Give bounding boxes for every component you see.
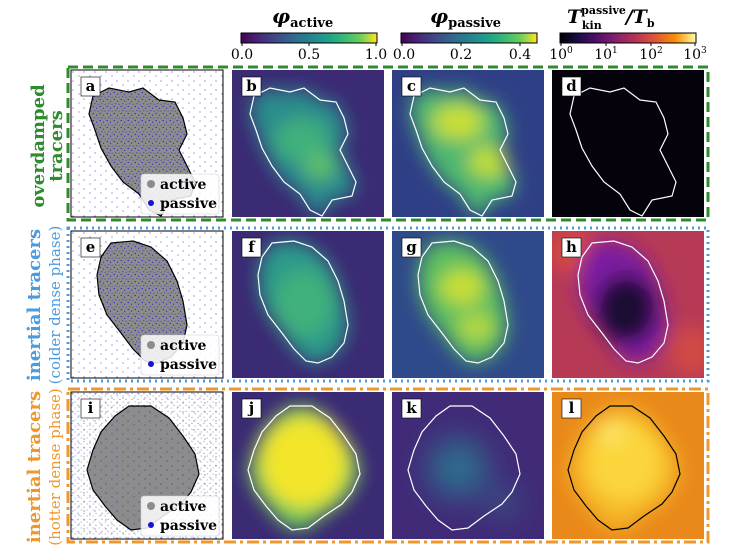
panel-f: f [232, 231, 384, 378]
panel-letter: d [566, 77, 577, 95]
colorbar-temperature-tick: 102 [639, 46, 663, 63]
panel-d: d [552, 70, 704, 217]
panel-letter: j [247, 399, 254, 417]
row-label-inertial-hot: inertial tracers (hotter dense phase) [24, 388, 64, 546]
colorbar-active-tick: 1.0 [365, 47, 387, 63]
colorbar-passive-tick: 0.2 [450, 47, 472, 63]
panel-g: g [392, 231, 544, 378]
colorbar-active-gradient [240, 32, 378, 44]
row-frame-inertial-cold [66, 226, 710, 383]
colorbar-temperature-tick: 103 [683, 46, 707, 63]
legend-active-label: active [160, 499, 207, 515]
panel-l: l [552, 392, 704, 539]
colorbar-passive-title: φpassive [430, 4, 501, 31]
colorbar-temperature-tick: 100 [549, 46, 573, 63]
colorbar-temperature-gradient [559, 32, 697, 44]
row-label-inertial-cold: inertial tracers (colder dense phase) [24, 226, 64, 385]
panel-letter: k [406, 399, 417, 417]
legend-passive-label: passive [160, 196, 217, 212]
row-label-sub: tracers [46, 110, 67, 182]
panel-letter: a [86, 77, 96, 95]
row-label-main: inertial tracers [24, 391, 45, 543]
panel-h: h [552, 231, 704, 378]
legend-passive-marker [148, 200, 154, 206]
legend-active-label: active [160, 338, 207, 354]
panel-letter: g [406, 238, 417, 256]
row-label-main: inertial tracers [24, 229, 45, 381]
legend: active passive [140, 334, 220, 376]
colorbar-temperature-tick: 101 [594, 46, 618, 63]
row-label-paren: (colder dense phase) [46, 226, 64, 385]
panel-e: e active passive [70, 230, 224, 379]
colorbar-active-tick: 0.0 [231, 47, 253, 63]
panel-k: k [392, 392, 544, 539]
panel-letter: e [86, 238, 96, 256]
panel-a: a active passive [70, 69, 224, 218]
panel-b: b [232, 70, 384, 217]
legend-active-label: active [160, 177, 207, 193]
legend-active-marker [147, 180, 155, 188]
row-frame-inertial-hot [66, 387, 710, 544]
row-label-main: overdamped [28, 84, 49, 208]
panel-i: i active passive [70, 391, 224, 540]
panel-letter: h [566, 238, 577, 256]
row-label-overdamped: overdamped tracers [28, 84, 67, 208]
panel-letter: c [407, 77, 416, 95]
panel-c: c [392, 70, 544, 217]
panel-j: j [232, 392, 384, 539]
legend-passive-label: passive [160, 357, 217, 373]
panel-letter-box [80, 76, 101, 97]
colorbar-passive-gradient [400, 32, 538, 44]
colorbar-active: φactive 0.0 0.5 1.0 [231, 4, 387, 63]
legend: active passive [140, 495, 220, 537]
panel-letter: f [248, 238, 256, 256]
colorbar-passive-tick: 0.0 [393, 47, 415, 63]
colorbar-active-tick: 0.5 [298, 47, 320, 63]
legend: active passive [140, 173, 220, 215]
legend-passive-label: passive [160, 518, 217, 534]
panel-letter: l [569, 399, 575, 417]
panel-letter: i [88, 399, 94, 417]
row-frame-overdamped [66, 65, 710, 222]
colorbar-passive-tick: 0.4 [509, 47, 531, 63]
colorbar-temperature: Tpassive kin/Tb 100 101 102 103 [549, 4, 707, 63]
colorbar-passive: φpassive 0.0 0.2 0.4 [393, 4, 538, 63]
panel-letter: b [246, 77, 257, 95]
colorbar-temperature-title: Tpassive kin/Tb [567, 4, 655, 32]
colorbar-active-title: φactive [272, 4, 333, 31]
row-label-paren: (hotter dense phase) [46, 388, 64, 546]
